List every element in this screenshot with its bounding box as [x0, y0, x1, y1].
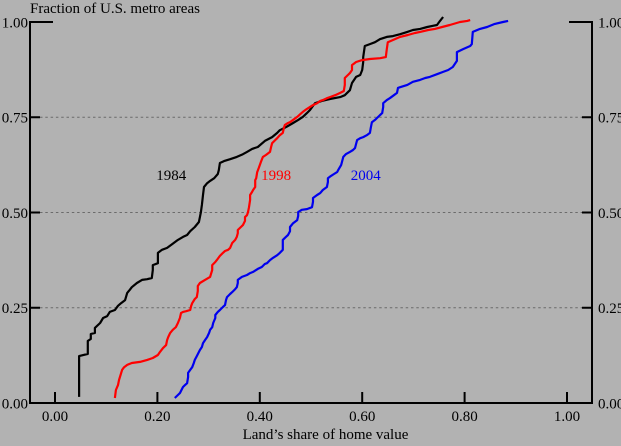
- y-tick-label-left-0.00: 0.00: [2, 396, 28, 412]
- x-tick-label-0.60: 0.60: [349, 409, 375, 425]
- y-tick-label-left-1.00: 1.00: [2, 15, 28, 31]
- series-1998-line: [113, 19, 471, 399]
- x-tick-label-0.40: 0.40: [247, 409, 273, 425]
- y-tick-label-right-0.75: 0.75: [598, 111, 621, 127]
- y-tick-label-left-0.75: 0.75: [2, 111, 28, 127]
- y-tick-label-right-0.50: 0.50: [598, 206, 621, 222]
- series-label-2004: 2004: [351, 168, 382, 184]
- series-2004-line: [174, 19, 509, 399]
- y-tick-label-right-1.00: 1.00: [598, 15, 621, 31]
- x-tick-label-0.80: 0.80: [451, 409, 477, 425]
- x-tick-label-1.00: 1.00: [554, 409, 580, 425]
- series-label-1984: 1984: [156, 168, 187, 184]
- y-tick-label-right-0.25: 0.25: [598, 301, 621, 317]
- series-label-1998: 1998: [261, 168, 291, 184]
- x-axis-title: Land’s share of home value: [242, 427, 409, 443]
- chart-title: Fraction of U.S. metro areas: [30, 1, 200, 17]
- series-1984-line: [78, 16, 444, 397]
- x-tick-label-0.00: 0.00: [42, 409, 68, 425]
- y-tick-label-left-0.25: 0.25: [2, 301, 28, 317]
- y-tick-label-right-0.00: 0.00: [598, 396, 621, 412]
- x-tick-label-0.20: 0.20: [144, 409, 170, 425]
- y-tick-label-left-0.50: 0.50: [2, 206, 28, 222]
